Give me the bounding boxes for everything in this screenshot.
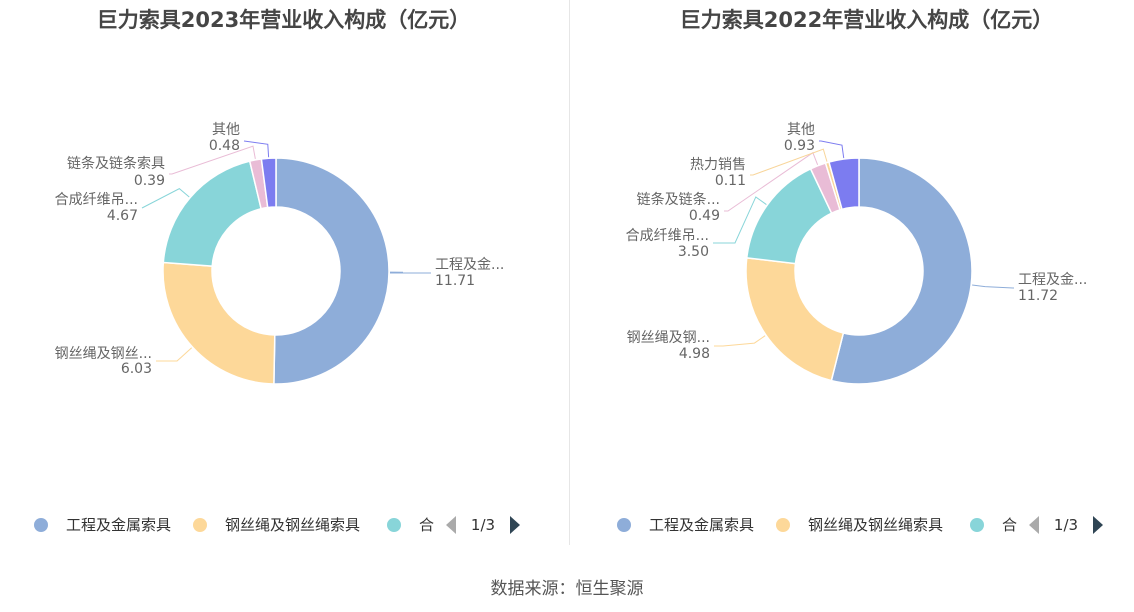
leader-line-1 — [714, 335, 766, 347]
legend-item-1[interactable]: 钢丝绳及钢丝绳索具 — [193, 516, 360, 534]
leader-line-2 — [141, 188, 190, 209]
chart-2023: 巨力索具2023年营业收入构成（亿元） 工程及金... 11.71 钢丝绳及钢丝...… — [0, 0, 567, 545]
slice-value-label-5: 0.93 — [784, 138, 815, 154]
slices — [745, 157, 973, 385]
slice-labels: 工程及金...11.72 钢丝绳及钢...4.98 合成纤维吊...3.50 链条及链… — [626, 122, 1088, 362]
chart-title: 巨力索具2022年营业收入构成（亿元） — [680, 8, 1053, 32]
slice-value-label-4: 0.48 — [209, 138, 240, 154]
leader-line-0 — [389, 271, 431, 274]
legend-item-0[interactable]: 工程及金属索具 — [34, 516, 171, 534]
legend-next-icon[interactable] — [1093, 516, 1103, 534]
donut-slice-4[interactable] — [260, 157, 277, 209]
legend: 工程及金属索具 钢丝绳及钢丝绳索具 合 1/3 — [617, 516, 1103, 534]
donut-slice-1[interactable] — [745, 257, 845, 382]
donut-slice-5[interactable] — [828, 157, 860, 211]
legend: 工程及金属索具 钢丝绳及钢丝绳索具 合 1/3 — [34, 516, 520, 534]
legend-page-indicator: 1/3 — [1054, 516, 1078, 534]
legend-marker-2 — [387, 518, 401, 532]
legend-marker-0 — [34, 518, 48, 532]
slice-value-label-0: 11.72 — [1018, 288, 1058, 304]
legend-page-indicator: 1/3 — [471, 516, 495, 534]
legend-label-0: 工程及金属索具 — [649, 516, 754, 534]
chart-2022: 巨力索具2022年营业收入构成（亿元） 工程及金... 11.72 钢丝绳及钢... 4… — [583, 0, 1134, 545]
leader-line-5 — [819, 140, 845, 159]
slice-labels: 工程及金...11.71 钢丝绳及钢丝...6.03 合成纤维吊...4.67 链条及… — [55, 122, 505, 377]
slice-value-label-1: 6.03 — [121, 361, 152, 377]
leader-line-1 — [156, 347, 193, 362]
leader-line-0 — [972, 284, 1014, 289]
legend-prev-icon[interactable] — [446, 516, 456, 534]
slice-value-label-3: 0.39 — [134, 173, 165, 189]
donut-slice-0[interactable] — [273, 157, 390, 385]
slice-name-label-2: 合成纤维吊... — [55, 192, 138, 208]
legend-prev-icon[interactable] — [1029, 516, 1039, 534]
slice-value-label-2: 4.67 — [107, 208, 138, 224]
legend-item-1[interactable]: 钢丝绳及钢丝绳索具 — [776, 516, 943, 534]
slice-name-label-0: 工程及金... — [1018, 272, 1087, 288]
donut-slice-1[interactable] — [162, 261, 276, 385]
legend-item-2[interactable]: 合 — [970, 516, 1017, 534]
legend-label-1: 钢丝绳及钢丝绳索具 — [225, 516, 360, 534]
slice-name-label-1: 钢丝绳及钢丝... — [55, 346, 152, 362]
legend-marker-0 — [617, 518, 631, 532]
leader-line-4 — [750, 148, 828, 176]
slice-name-label-4: 其他 — [212, 122, 240, 138]
legend-next-icon[interactable] — [510, 516, 520, 534]
legend-label-1: 钢丝绳及钢丝绳索具 — [808, 516, 943, 534]
slice-name-label-4: 热力销售 — [690, 157, 746, 173]
slice-name-label-0: 工程及金... — [435, 257, 504, 273]
legend-marker-1 — [776, 518, 790, 532]
slice-name-label-3: 链条及链条索具 — [67, 155, 165, 172]
legend-label-2: 合 — [1002, 516, 1017, 534]
slice-value-label-3: 0.49 — [689, 208, 720, 224]
donut-slice-2[interactable] — [162, 160, 263, 267]
legend-label-2: 合 — [419, 516, 434, 534]
data-source-note: 数据来源：恒生聚源 — [490, 579, 644, 599]
legend-marker-1 — [193, 518, 207, 532]
slice-value-label-0: 11.71 — [435, 273, 475, 289]
slice-name-label-2: 合成纤维吊... — [626, 228, 709, 244]
donut-chart-2023-svg: 巨力索具2023年营业收入构成（亿元） 工程及金...11.71 钢丝绳及钢丝...… — [34, 8, 520, 534]
panel-divider — [569, 0, 570, 545]
legend-label-0: 工程及金属索具 — [66, 516, 171, 534]
slice-name-label-1: 钢丝绳及钢... — [627, 330, 710, 346]
donut-slice-0[interactable] — [830, 157, 973, 385]
leader-line-3 — [724, 151, 819, 212]
slice-value-label-2: 3.50 — [678, 244, 709, 260]
legend-item-2[interactable]: 合 — [387, 516, 434, 534]
slice-value-label-1: 4.98 — [679, 346, 710, 362]
slice-name-label-3: 链条及链条... — [637, 191, 720, 208]
slice-name-label-5: 其他 — [787, 122, 815, 138]
leader-line-4 — [243, 140, 270, 158]
legend-marker-2 — [970, 518, 984, 532]
leader-line-3 — [169, 145, 256, 175]
slice-value-label-4: 0.11 — [715, 173, 746, 189]
slices — [162, 157, 390, 385]
donut-chart-2022-svg: 巨力索具2022年营业收入构成（亿元） 工程及金...11.72 钢丝绳及钢...4… — [617, 8, 1103, 534]
leader-line-2 — [713, 196, 767, 244]
chart-title: 巨力索具2023年营业收入构成（亿元） — [97, 8, 470, 32]
legend-item-0[interactable]: 工程及金属索具 — [617, 516, 754, 534]
